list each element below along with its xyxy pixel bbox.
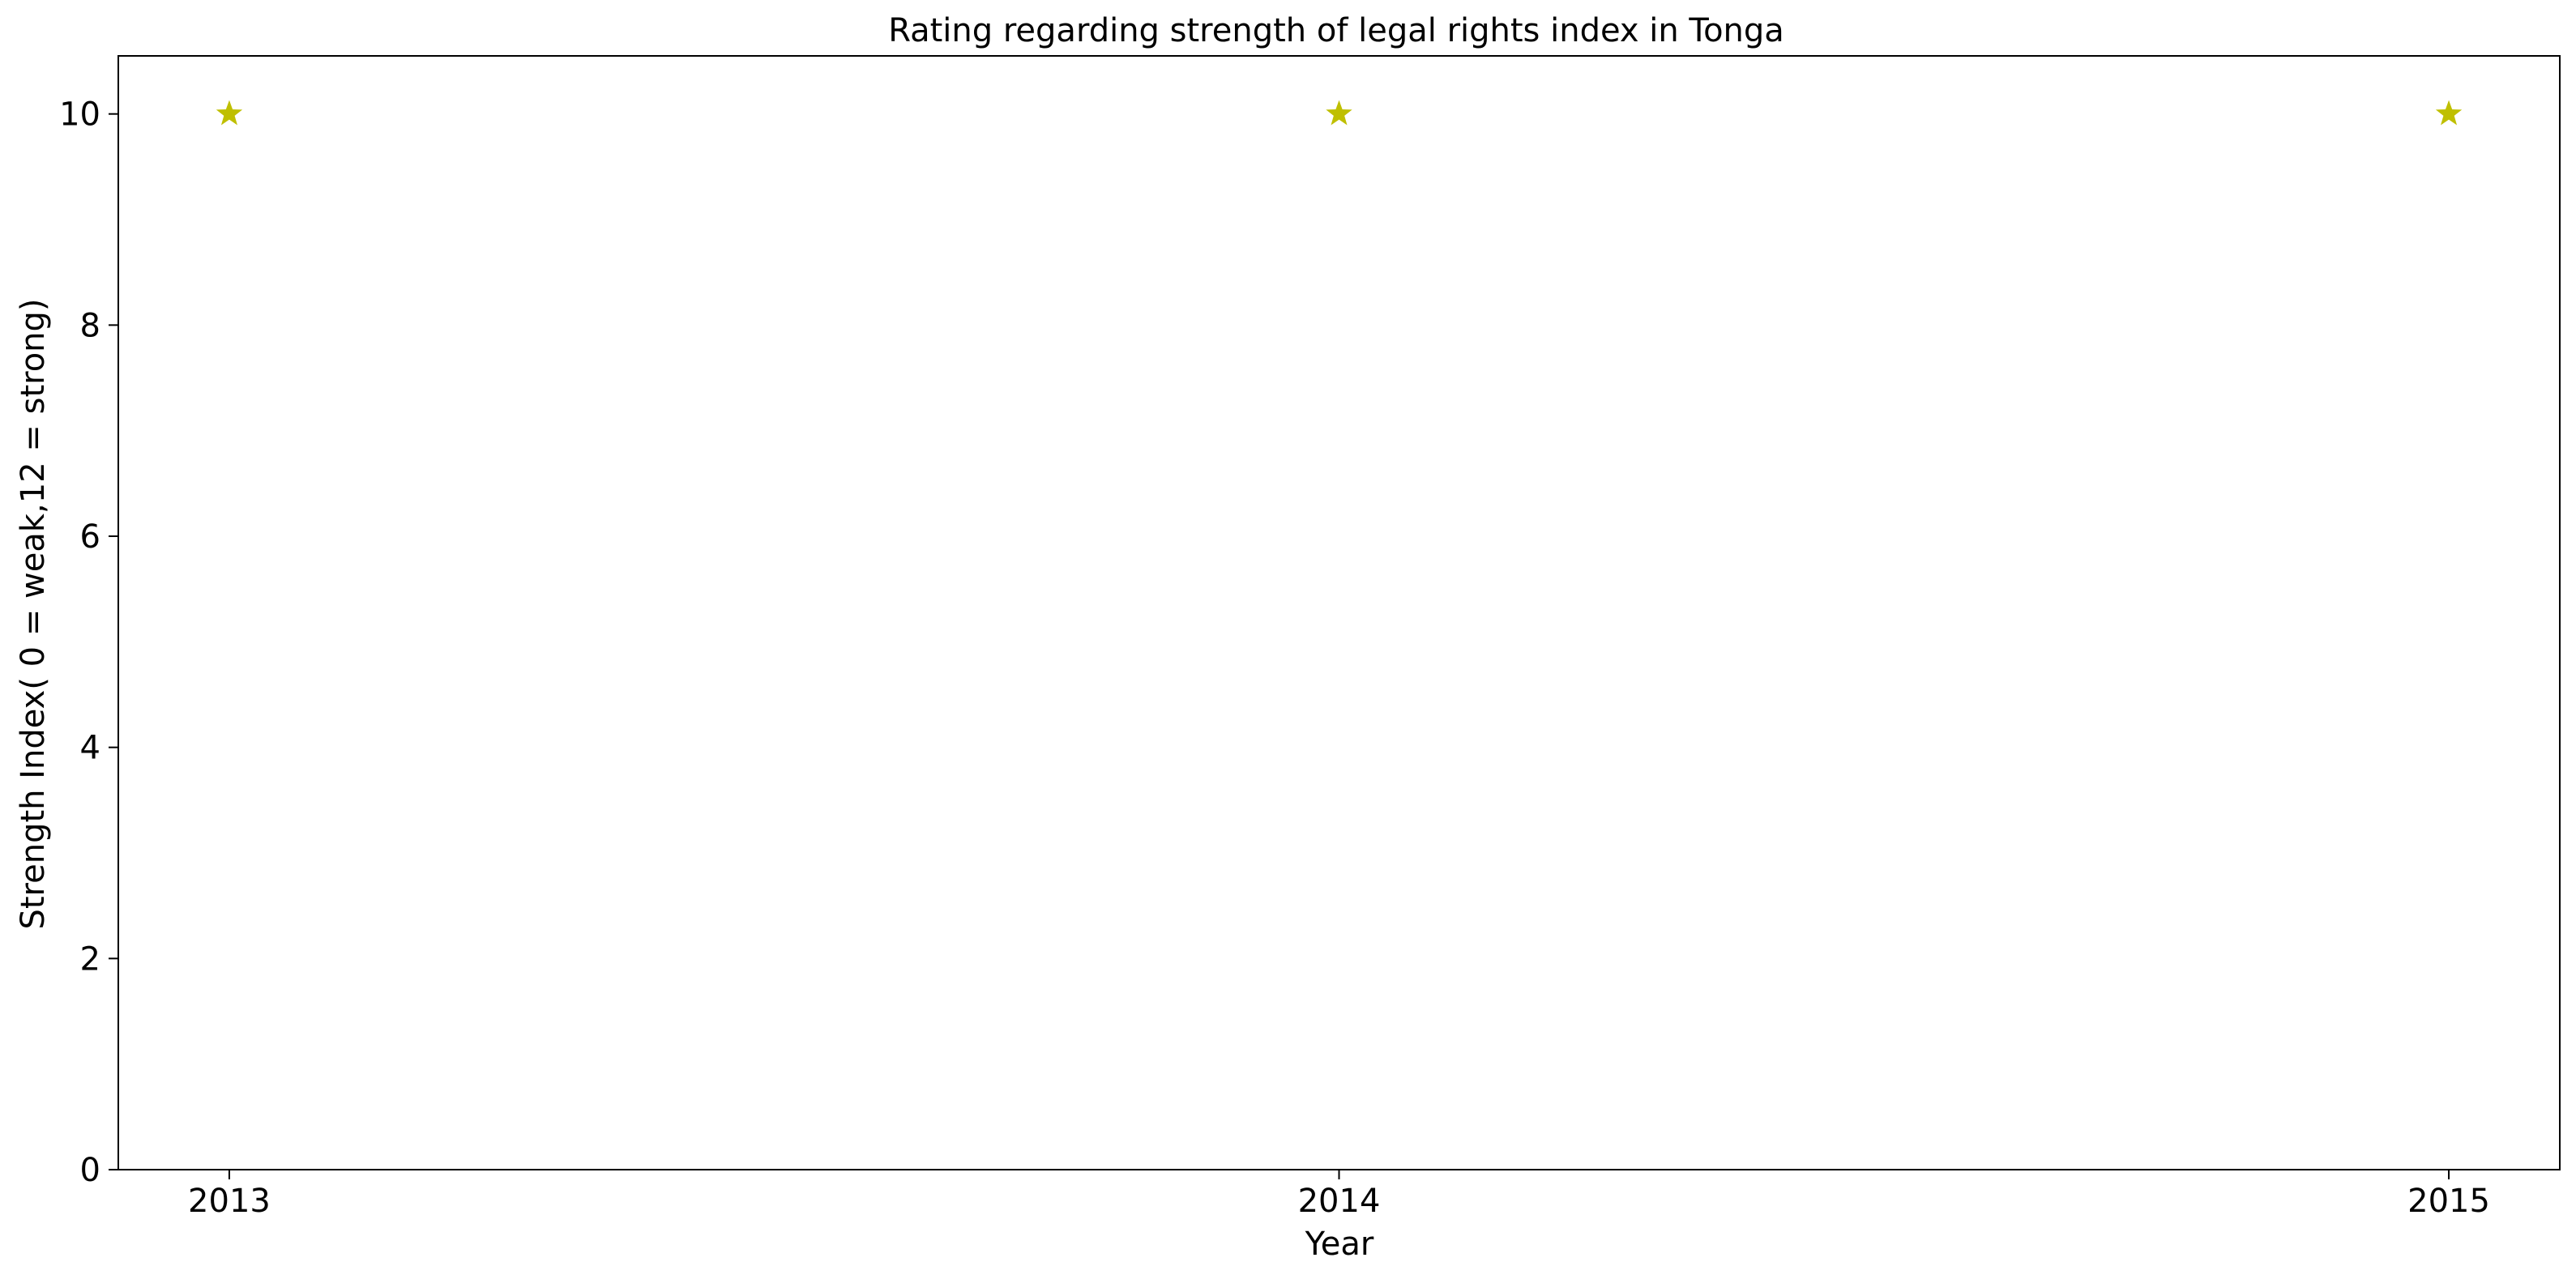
x-axis-label: Year [1305,1226,1374,1263]
data-point-star [2435,100,2463,126]
y-tick-label: 10 [59,96,100,134]
plot-frame [117,55,2561,1170]
y-tick-label: 0 [80,1152,100,1189]
y-tick-label: 8 [80,307,100,344]
x-axis: 2013 2014 2015 [188,1170,2490,1220]
data-series [216,100,2463,126]
y-tick-label: 2 [80,940,100,978]
chart-title: Rating regarding strength of legal right… [888,12,1784,49]
x-tick-label: 2014 [1298,1183,1381,1220]
plot-area [117,55,2561,1170]
x-tick-label: 2013 [188,1183,271,1220]
data-point-star [216,100,243,126]
data-point-star [1326,100,1352,126]
y-axis: 0 2 4 6 8 10 [59,96,118,1189]
y-tick-label: 4 [80,730,100,767]
x-tick-label: 2015 [2407,1183,2490,1220]
y-axis-label: Strength Index( 0 = weak,12 = strong) [15,298,52,929]
y-tick-label: 6 [80,518,100,556]
